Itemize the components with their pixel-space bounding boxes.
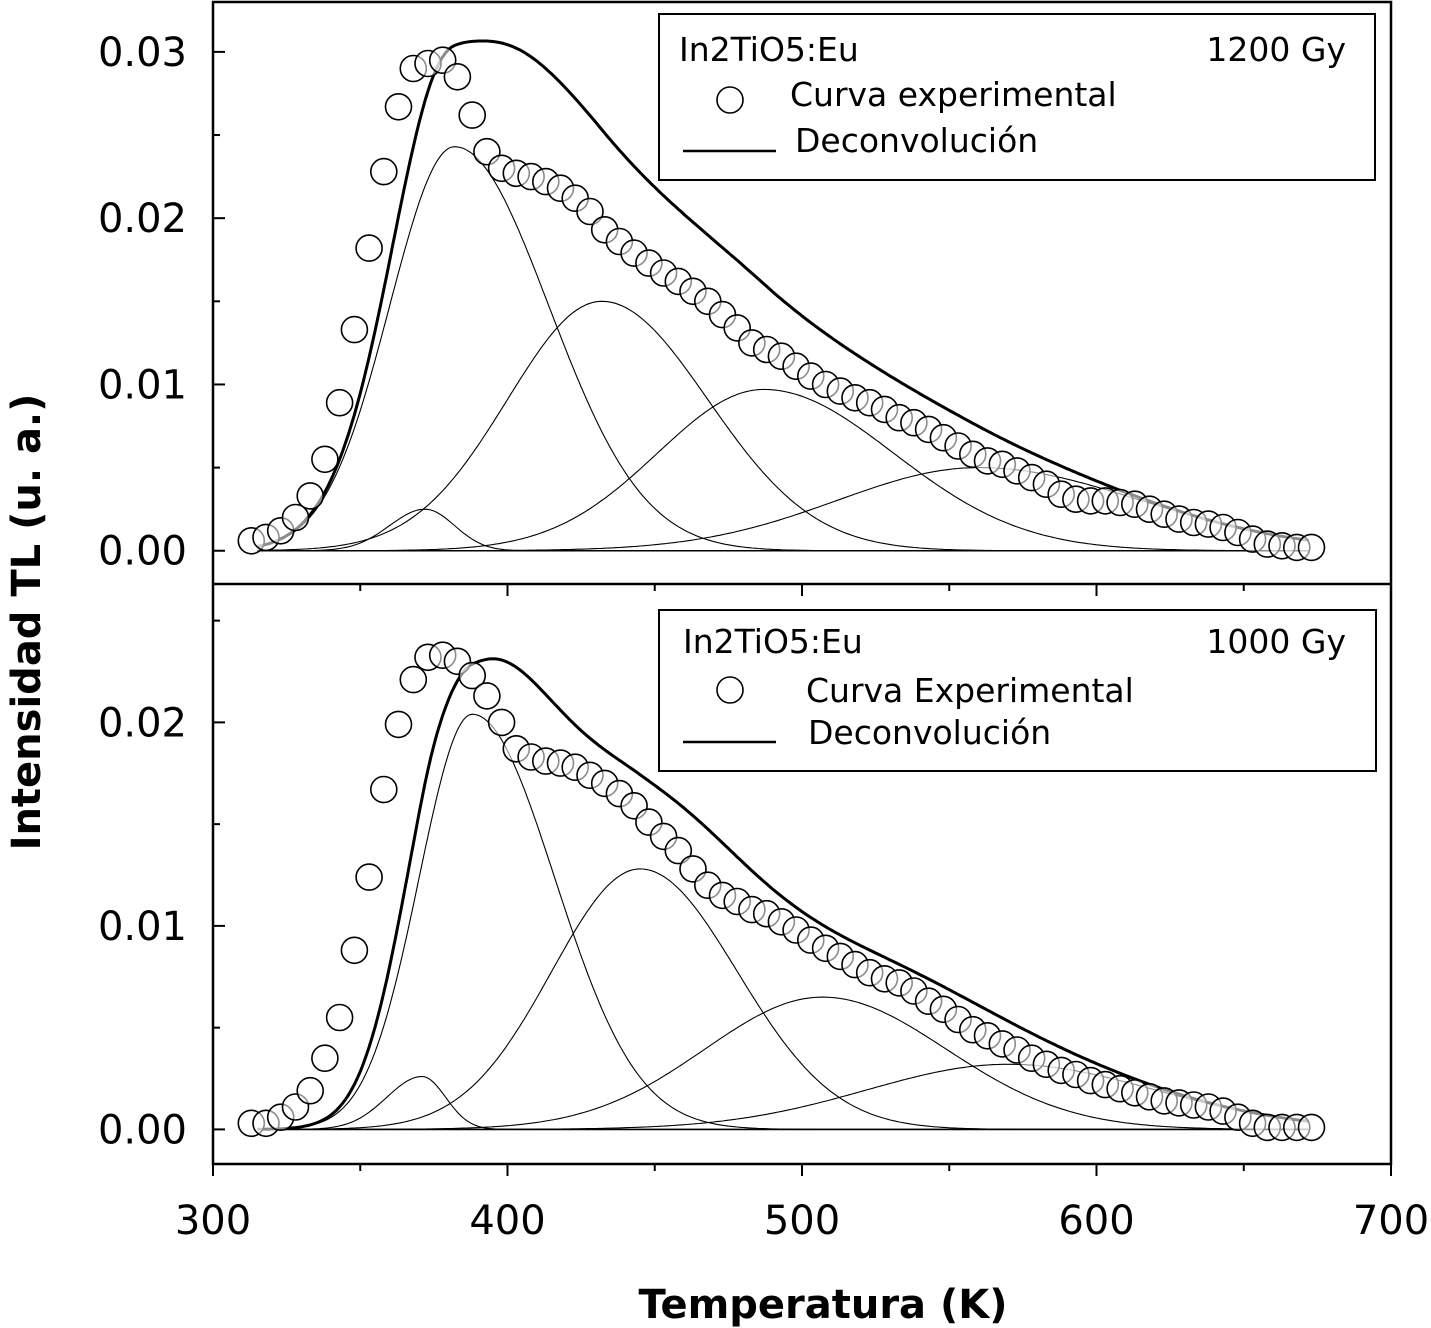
x-axis-title: Temperatura (K) — [638, 1282, 1007, 1328]
experimental-point — [325, 388, 354, 417]
experimental-point — [355, 863, 383, 891]
experimental-point — [458, 661, 487, 690]
experimental-point — [296, 482, 325, 510]
y-tick-label: 0.00 — [98, 529, 187, 575]
panel-1000gy: 0.00 0.01 0.02 In2TiO5:Eu 1000 Gy Curva Ex… — [98, 609, 1392, 1176]
legend-experimental-label: Curva Experimental — [806, 671, 1134, 710]
experimental-point — [281, 503, 310, 532]
experimental-point — [487, 708, 516, 737]
experimental-point — [340, 936, 369, 965]
experimental-points-1000gy — [237, 641, 1326, 1142]
legend-circle-marker — [716, 86, 744, 114]
legend-dose-label: 1200 Gy — [1206, 30, 1346, 69]
experimental-point — [355, 234, 383, 262]
legend-circle-marker — [716, 676, 744, 704]
deconvolution-components-1000gy — [257, 713, 1309, 1131]
legend-dose-label: 1000 Gy — [1206, 622, 1346, 661]
legend-fit-label: Deconvolución — [808, 713, 1051, 752]
experimental-point — [311, 445, 339, 474]
x-tick-label: 300 — [175, 1198, 251, 1244]
experimental-point — [1297, 533, 1326, 562]
experimental-point — [311, 1044, 339, 1072]
y-tick-label: 0.02 — [98, 700, 187, 746]
y-axis-ticks-1000gy: 0.00 0.01 0.02 — [98, 619, 225, 1153]
experimental-point — [1297, 1113, 1326, 1142]
x-tick-label: 600 — [1058, 1198, 1134, 1244]
experimental-point — [340, 315, 369, 344]
y-tick-label: 0.01 — [98, 362, 187, 408]
legend-sample-label: In2TiO5:Eu — [683, 622, 863, 661]
legend-box — [658, 609, 1377, 772]
x-tick-label: 400 — [469, 1198, 545, 1244]
x-tick-label: 500 — [764, 1198, 840, 1244]
experimental-point — [458, 101, 487, 129]
experimental-point — [443, 63, 472, 91]
y-tick-label: 0.03 — [98, 30, 187, 76]
experimental-point — [369, 157, 398, 186]
experimental-point — [384, 710, 413, 739]
y-tick-label: 0.00 — [98, 1107, 187, 1153]
y-axis-title: Intensidad TL (u. a.) — [4, 394, 50, 851]
fit-curve-group-1000gy — [257, 657, 1309, 1131]
experimental-point — [576, 197, 604, 226]
deconvolution-peak-4 — [257, 388, 1309, 552]
legend-box — [658, 13, 1376, 181]
deconvolution-peak-3 — [257, 868, 1309, 1130]
x-axis-tick-labels: 300 400 500 600 700 — [175, 1198, 1429, 1244]
experimental-points-1200gy — [237, 46, 1326, 562]
experimental-point — [399, 665, 428, 694]
experimental-point — [473, 682, 501, 710]
legend-sample-label: In2TiO5:Eu — [679, 30, 859, 69]
y-axis-ticks-1200gy: 0.00 0.01 0.02 0.03 — [98, 30, 225, 575]
legend-1000gy: In2TiO5:Eu 1000 Gy Curva Experimental De… — [658, 609, 1377, 772]
deconvolution-peak-3 — [257, 300, 1309, 552]
y-tick-label: 0.02 — [98, 196, 187, 242]
experimental-point — [664, 836, 693, 865]
legend-experimental-label: Curva experimental — [790, 75, 1117, 114]
x-tick-label: 700 — [1353, 1198, 1429, 1244]
deconvolution-fit-curve — [257, 657, 1309, 1131]
y-tick-label: 0.01 — [98, 904, 187, 950]
legend-1200gy: In2TiO5:Eu 1200 Gy Curva experimental De… — [658, 13, 1376, 181]
experimental-point — [369, 775, 398, 804]
experimental-point — [384, 93, 413, 121]
panel-1200gy: 0.00 0.01 0.02 0.03 In2TiO5:Eu 1200 Gy Curv… — [98, 13, 1392, 596]
experimental-point — [296, 1076, 325, 1105]
experimental-point — [325, 1003, 354, 1032]
legend-fit-label: Deconvolución — [795, 121, 1038, 160]
